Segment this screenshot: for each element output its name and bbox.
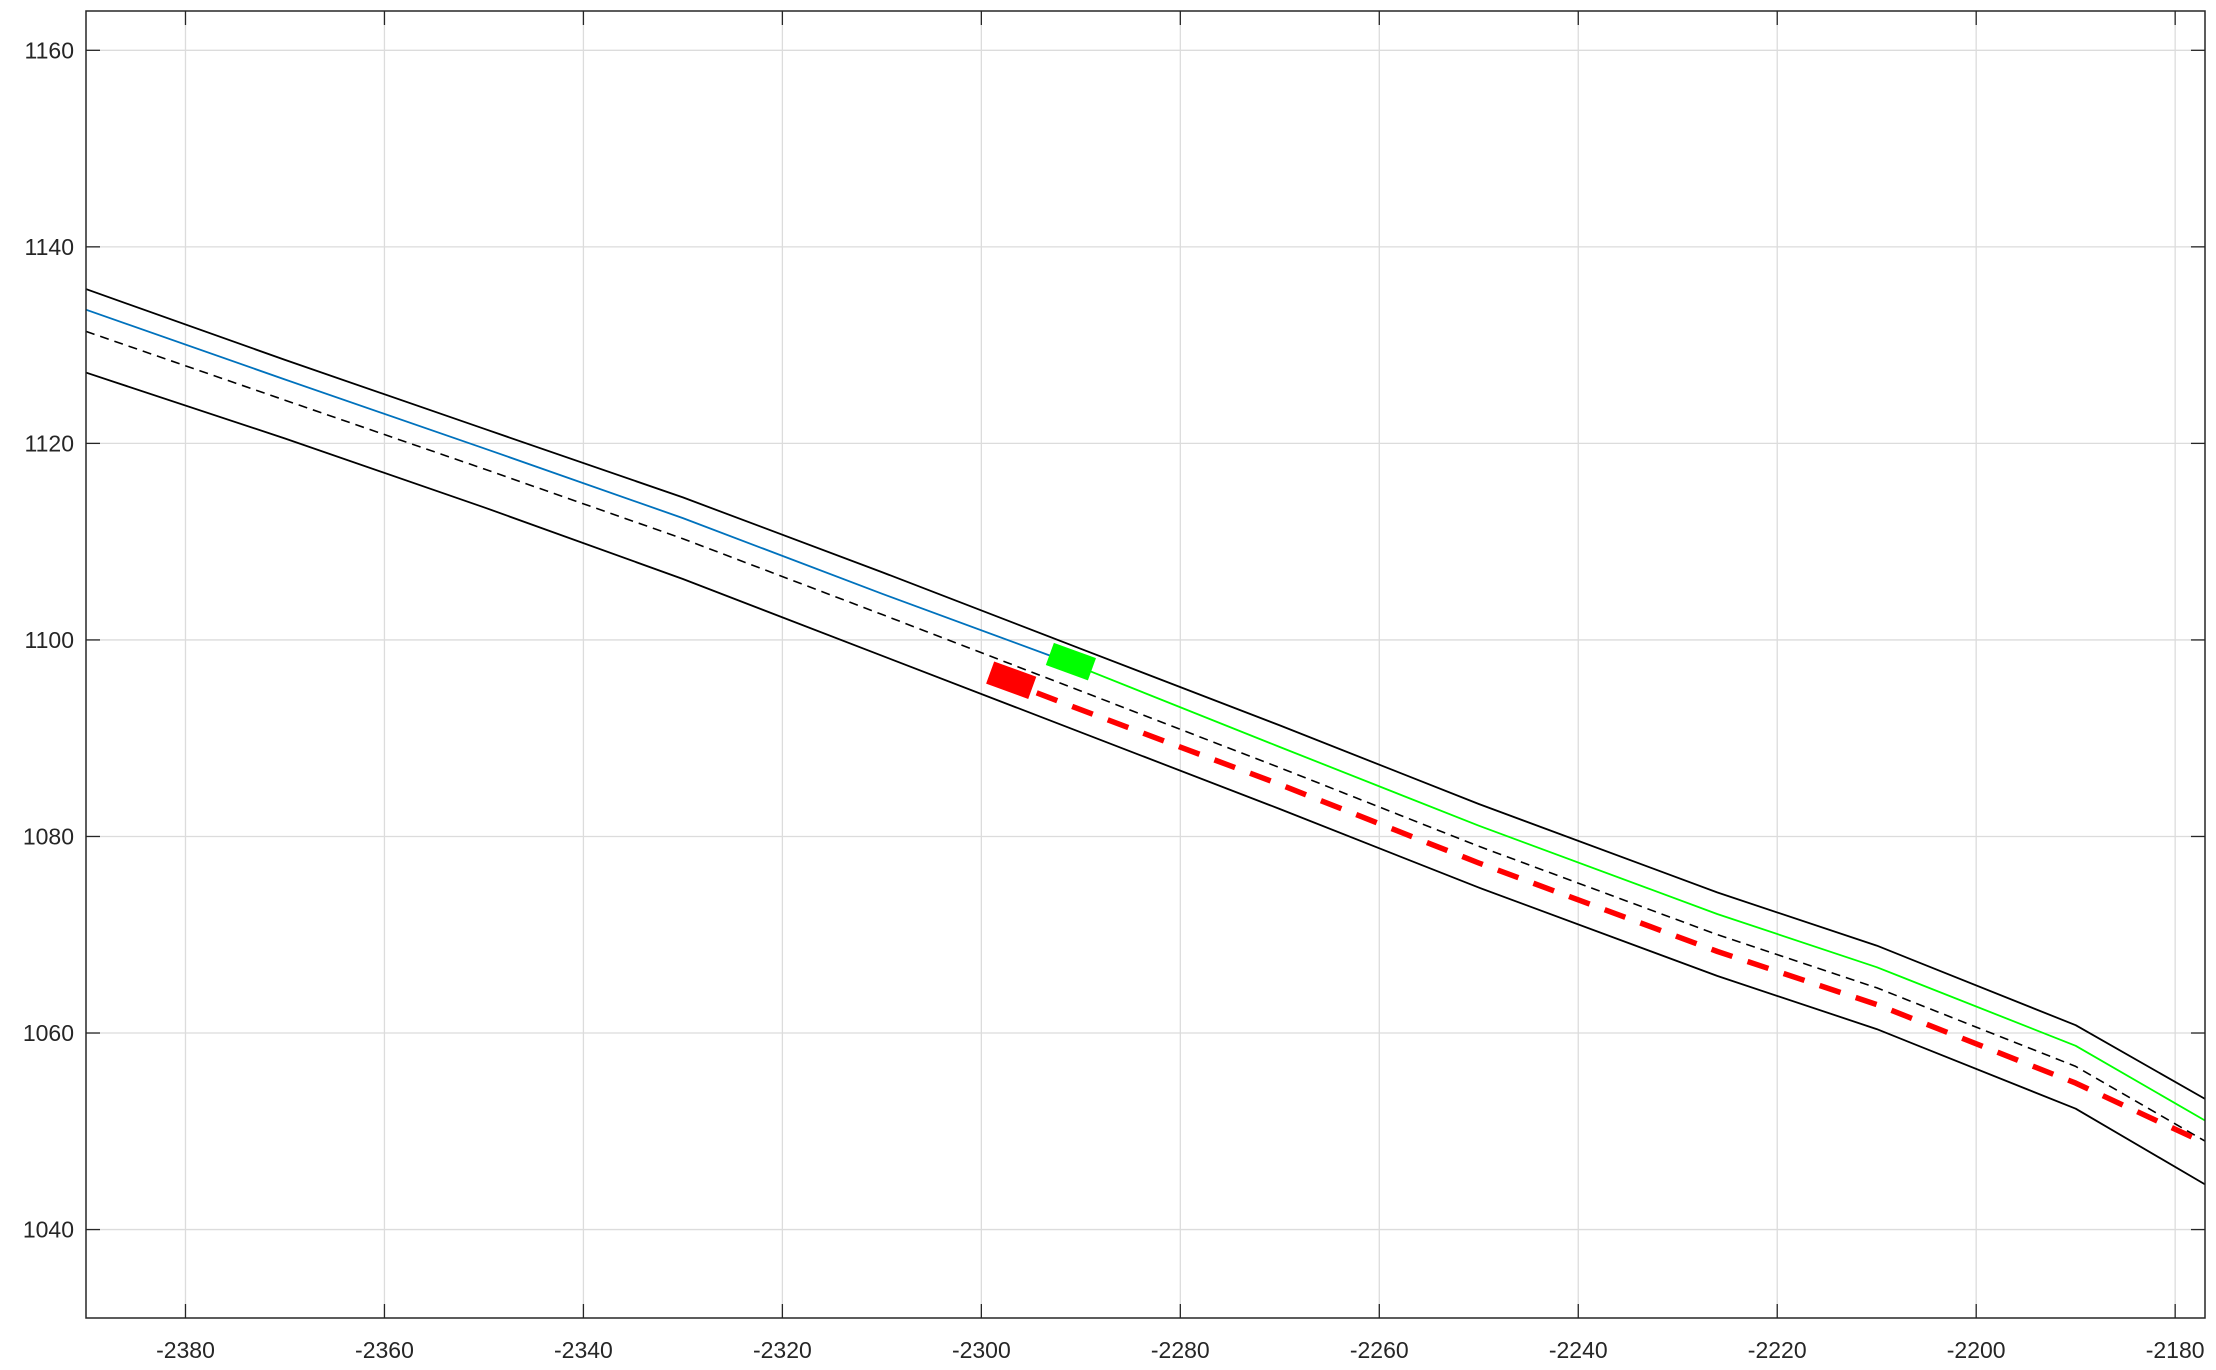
series-planned-path-green <box>1060 658 2205 1122</box>
x-tick-label: -2300 <box>952 1337 1011 1363</box>
y-tick-label: 1140 <box>25 234 74 260</box>
series-lane-centerline <box>86 330 2205 1142</box>
y-tick-label: 1120 <box>25 430 74 456</box>
marker-other-vehicle <box>986 661 1037 699</box>
x-tick-label: -2180 <box>2146 1337 2205 1363</box>
y-tick-label: 1080 <box>23 823 74 849</box>
series-upper-lane-boundary <box>86 288 2205 1100</box>
x-tick-label: -2240 <box>1549 1337 1608 1363</box>
x-tick-label: -2360 <box>355 1337 414 1363</box>
x-axis-tick-labels: -2380 -2360 -2340 -2320 -2300 -2280 -2260 -2240… <box>156 1337 2204 1363</box>
y-tick-label: 1060 <box>23 1020 74 1046</box>
series-predicted-path-red <box>1000 676 2205 1146</box>
x-tick-label: -2200 <box>1947 1337 2006 1363</box>
axes-box <box>85 10 2206 1319</box>
y-tick-label: 1100 <box>25 627 74 653</box>
x-tick-label: -2320 <box>753 1337 812 1363</box>
series-traveled-path <box>86 308 1062 661</box>
y-axis-tick-labels: 1040 1060 1080 1100 1120 1140 1160 <box>23 37 74 1242</box>
series-lower-lane-boundary <box>86 371 2205 1186</box>
tick-marks <box>86 11 2205 1318</box>
x-tick-label: -2380 <box>156 1337 215 1363</box>
y-tick-label: 1040 <box>23 1217 74 1243</box>
grid-lines <box>86 11 2205 1318</box>
x-tick-label: -2260 <box>1350 1337 1409 1363</box>
x-tick-label: -2340 <box>554 1337 613 1363</box>
x-tick-label: -2280 <box>1151 1337 1210 1363</box>
x-tick-label: -2220 <box>1748 1337 1807 1363</box>
plot-area <box>86 288 2205 1186</box>
marker-ego-vehicle <box>1045 642 1096 681</box>
y-tick-label: 1160 <box>25 37 74 63</box>
